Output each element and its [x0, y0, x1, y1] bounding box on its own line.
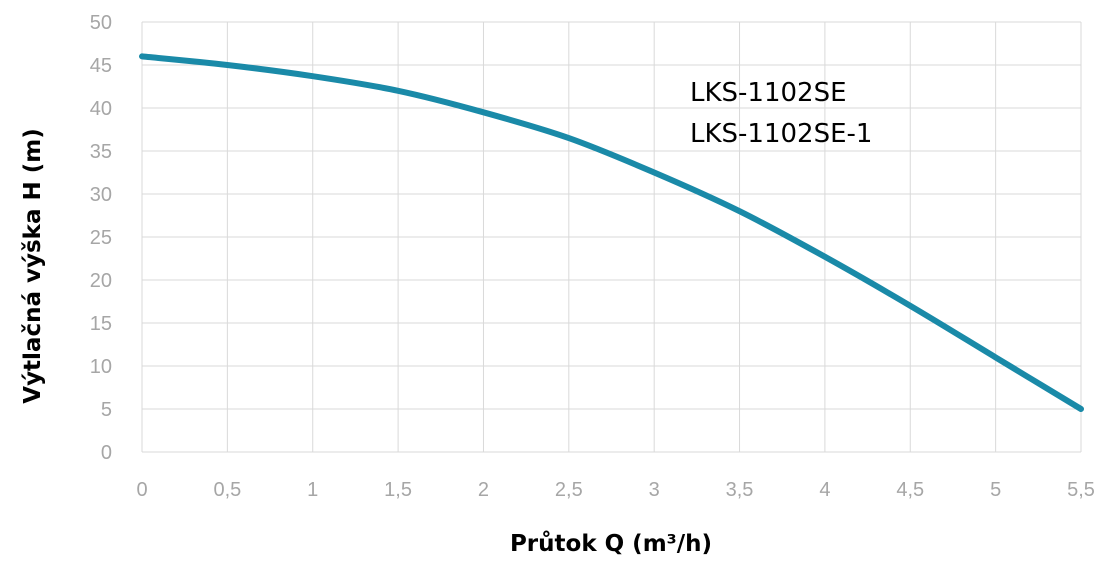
series-group — [139, 53, 1084, 412]
y-tick-label: 35 — [90, 141, 112, 163]
x-tick-label: 2 — [478, 479, 489, 501]
x-tick-label: 3,5 — [726, 479, 754, 501]
y-tick-label: 15 — [90, 313, 112, 335]
x-tick-label: 3 — [649, 479, 660, 501]
y-axis-title: Výtlačná výška H (m) — [20, 128, 46, 403]
y-tick-label: 25 — [90, 227, 112, 249]
x-tick-label: 5 — [990, 479, 1001, 501]
y-tick-label: 40 — [90, 98, 112, 120]
x-axis-ticks: 0 0,5 1 1,5 2 2,5 3 3,5 4 4,5 5 5,5 — [136, 479, 1094, 501]
x-tick-label: 0,5 — [213, 479, 241, 501]
y-axis-ticks: 0 5 10 15 20 25 30 35 40 45 50 — [90, 12, 112, 464]
y-tick-label: 50 — [90, 12, 112, 34]
series-line — [139, 53, 1084, 412]
y-tick-label: 5 — [101, 399, 112, 421]
annotation-model-1: LKS-1102SE — [690, 78, 847, 108]
x-axis-title: Průtok Q (m³/h) — [510, 530, 712, 557]
grid — [141, 21, 1082, 453]
y-tick-label: 45 — [90, 55, 112, 77]
x-tick-label: 4 — [819, 479, 830, 501]
x-tick-label: 2,5 — [555, 479, 583, 501]
x-tick-label: 5,5 — [1067, 479, 1095, 501]
y-tick-label: 10 — [90, 356, 112, 378]
x-tick-label: 0 — [136, 479, 147, 501]
annotation-model-2: LKS-1102SE-1 — [690, 119, 872, 149]
y-tick-label: 20 — [90, 270, 112, 292]
x-tick-label: 1,5 — [384, 479, 412, 501]
x-tick-label: 4,5 — [896, 479, 924, 501]
y-tick-label: 0 — [101, 442, 112, 464]
y-tick-label: 30 — [90, 184, 112, 206]
x-tick-label: 1 — [307, 479, 318, 501]
